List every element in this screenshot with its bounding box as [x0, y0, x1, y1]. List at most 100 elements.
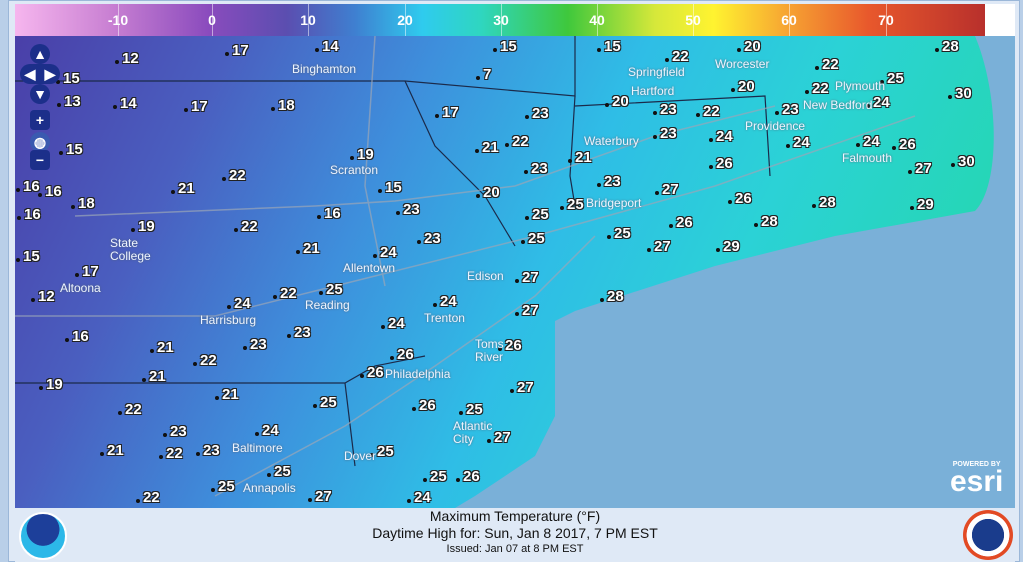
state-borders	[15, 36, 771, 467]
pan-right-button[interactable]: ▶	[40, 64, 60, 84]
temperature-label: 23	[524, 160, 548, 177]
legend-tick-label: 40	[589, 12, 605, 28]
temperature-label: 22	[273, 285, 297, 302]
temperature-label: 22	[665, 48, 689, 65]
city-label: Toms River	[475, 337, 504, 364]
temperature-label: 28	[935, 38, 959, 55]
temperature-label: 24	[866, 94, 890, 111]
legend-tick	[212, 4, 213, 36]
temperature-label: 25	[880, 70, 904, 87]
ocean	[455, 36, 1015, 508]
temperature-label: 25	[525, 206, 549, 223]
temperature-label: 17	[184, 98, 208, 115]
temperature-label: 27	[510, 379, 534, 396]
city-label: Reading	[305, 298, 350, 312]
city-label: Altoona	[60, 281, 101, 295]
temperature-label: 26	[390, 346, 414, 363]
zoom-in-button[interactable]: +	[30, 110, 50, 130]
globe-icon[interactable]: ◍	[30, 132, 50, 152]
temperature-label: 23	[287, 324, 311, 341]
temperature-label: 15	[597, 38, 621, 55]
city-label: Waterbury	[584, 134, 639, 148]
pan-down-button[interactable]: ▼	[30, 84, 50, 104]
temperature-label: 22	[505, 133, 529, 150]
legend-end	[985, 4, 1015, 36]
temperature-label: 14	[113, 95, 137, 112]
temperature-label: 25	[370, 443, 394, 460]
temperature-label: 19	[131, 218, 155, 235]
temperature-label: 22	[234, 218, 258, 235]
legend-tick	[308, 4, 309, 36]
temperature-label: 26	[412, 397, 436, 414]
issued-time: Issued: Jan 07 at 8 PM EST	[446, 543, 584, 555]
temperature-label: 25	[521, 230, 545, 247]
temperature-label: 23	[775, 101, 799, 118]
temperature-label: 15	[493, 38, 517, 55]
temperature-label: 28	[754, 213, 778, 230]
city-label: Allentown	[343, 261, 396, 275]
temperature-label: 15	[378, 179, 402, 196]
temperature-label: 15	[56, 70, 80, 87]
temperature-label: 25	[459, 401, 483, 418]
temperature-label: 23	[525, 105, 549, 122]
city-label: Hartford	[631, 84, 675, 98]
legend-tick	[886, 4, 887, 36]
temperature-label: 7	[475, 66, 492, 83]
temperature-label: 17	[75, 263, 99, 280]
temperature-label: 16	[17, 206, 41, 223]
temperature-label: 24	[407, 489, 431, 506]
temperature-label: 27	[308, 488, 332, 505]
temperature-label: 29	[716, 238, 740, 255]
map-view[interactable]: 12 17 14 15 15 22 20 28 15 7 22 25 30 13 14 17 18 17 23 20 2…	[15, 36, 1015, 508]
temperature-label: 16	[65, 328, 89, 345]
noaa-logo	[19, 512, 67, 560]
temperature-label: 12	[31, 288, 55, 305]
city-label: Baltimore	[232, 441, 283, 455]
legend-tick	[693, 4, 694, 36]
esri-attribution[interactable]: POWERED BY esri	[950, 461, 1003, 497]
highways	[15, 36, 916, 497]
legend-tick-label: -10	[107, 12, 129, 28]
city-label: Annapolis	[243, 481, 296, 495]
temperature-label: 16	[38, 183, 62, 200]
temperature-label: 26	[728, 190, 752, 207]
powered-by-text: POWERED BY	[952, 461, 1001, 468]
city-label: Scranton	[330, 163, 379, 177]
temperature-label: 30	[951, 153, 975, 170]
temperature-label: 23	[243, 336, 267, 353]
temperature-label: 24	[856, 133, 880, 150]
city-label: Dover	[344, 449, 377, 463]
city-label: Trenton	[424, 311, 465, 325]
city-label: Harrisburg	[200, 313, 257, 327]
map-overlay	[15, 36, 1015, 508]
temperature-label: 25	[423, 468, 447, 485]
temperature-label: 21	[150, 339, 174, 356]
city-label: Springfield	[628, 65, 685, 79]
legend-tick-label: 50	[685, 12, 701, 28]
temperature-label: 21	[475, 139, 499, 156]
temperature-label: 23	[653, 101, 677, 118]
city-label: Binghamton	[292, 62, 357, 76]
temperature-label: 28	[600, 288, 624, 305]
temperature-label: 21	[142, 368, 166, 385]
pan-left-button[interactable]: ◀	[20, 64, 40, 84]
legend-tick-label: 20	[397, 12, 413, 28]
temperature-label: 22	[222, 167, 246, 184]
temperature-label: 27	[515, 302, 539, 319]
map-title: Maximum Temperature (°F)	[429, 508, 601, 524]
legend-tick	[405, 4, 406, 36]
temperature-label: 24	[709, 128, 733, 145]
temperature-label: 19	[350, 146, 374, 163]
pan-up-button[interactable]: ▲	[30, 44, 50, 64]
temperature-label: 24	[255, 422, 279, 439]
zoom-out-button[interactable]: −	[30, 150, 50, 170]
temperature-label: 27	[908, 160, 932, 177]
temperature-label: 25	[607, 225, 631, 242]
temperature-label: 24	[786, 134, 810, 151]
temperature-label: 23	[597, 173, 621, 190]
nws-logo	[963, 510, 1013, 560]
temperature-label: 16	[317, 205, 341, 222]
temperature-label: 24	[381, 315, 405, 332]
temperature-label: 21	[568, 149, 592, 166]
temperature-label: 27	[655, 181, 679, 198]
